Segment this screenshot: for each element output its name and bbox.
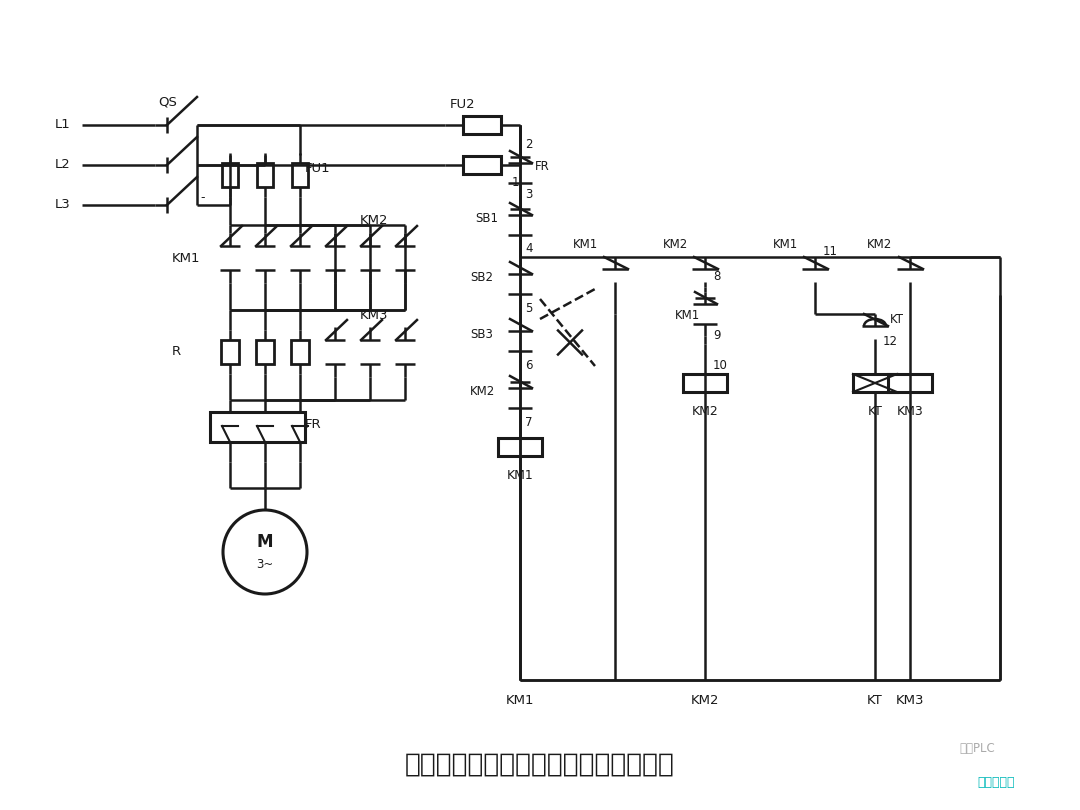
Text: KM1: KM1 bbox=[172, 251, 201, 265]
Text: FR: FR bbox=[535, 160, 550, 173]
Text: KM1: KM1 bbox=[507, 470, 534, 483]
Text: 自动秒链接: 自动秒链接 bbox=[977, 775, 1015, 788]
Bar bbox=[498, 438, 542, 456]
Bar bbox=[257, 163, 273, 187]
Bar bbox=[292, 163, 308, 187]
Text: QS: QS bbox=[158, 96, 177, 109]
Text: FU2: FU2 bbox=[450, 99, 475, 112]
Text: 11: 11 bbox=[823, 245, 838, 258]
Text: KT: KT bbox=[867, 693, 882, 706]
Text: FR: FR bbox=[305, 419, 322, 432]
Text: L1: L1 bbox=[55, 118, 71, 131]
Text: KM2: KM2 bbox=[470, 386, 496, 399]
Bar bbox=[888, 374, 932, 392]
Bar bbox=[221, 340, 239, 364]
Bar bbox=[222, 163, 238, 187]
Text: KM2: KM2 bbox=[662, 238, 688, 251]
Text: KT: KT bbox=[890, 313, 904, 326]
Text: KM3: KM3 bbox=[896, 406, 923, 419]
Text: R: R bbox=[172, 346, 181, 359]
Text: L3: L3 bbox=[55, 198, 71, 211]
Text: KM2: KM2 bbox=[867, 238, 893, 251]
Text: 8: 8 bbox=[713, 271, 720, 284]
Text: 6: 6 bbox=[525, 360, 532, 373]
Text: 7: 7 bbox=[525, 416, 532, 429]
Text: SB3: SB3 bbox=[470, 329, 492, 342]
Circle shape bbox=[222, 510, 307, 594]
Text: SB1: SB1 bbox=[475, 212, 498, 225]
Text: KM3: KM3 bbox=[360, 309, 389, 322]
Text: 3: 3 bbox=[525, 189, 532, 202]
Text: KM2: KM2 bbox=[691, 693, 719, 706]
Bar bbox=[210, 412, 305, 442]
Bar bbox=[256, 340, 274, 364]
Text: 2: 2 bbox=[525, 139, 532, 151]
Text: 12: 12 bbox=[883, 335, 897, 348]
Text: 1: 1 bbox=[512, 176, 519, 189]
Bar bbox=[463, 116, 501, 134]
Text: 4: 4 bbox=[525, 242, 532, 255]
Text: KM1: KM1 bbox=[675, 309, 700, 322]
Bar bbox=[683, 374, 727, 392]
Text: 5: 5 bbox=[525, 302, 532, 316]
Text: KM2: KM2 bbox=[691, 406, 718, 419]
Text: 9: 9 bbox=[713, 330, 720, 343]
Text: KM1: KM1 bbox=[572, 238, 597, 251]
Bar bbox=[853, 374, 897, 392]
Text: L2: L2 bbox=[55, 159, 71, 172]
Text: KM3: KM3 bbox=[895, 693, 924, 706]
Text: KM1: KM1 bbox=[772, 238, 798, 251]
Text: KM2: KM2 bbox=[360, 214, 389, 227]
Text: 3~: 3~ bbox=[256, 557, 273, 570]
Bar bbox=[463, 156, 501, 174]
Text: M: M bbox=[257, 533, 273, 551]
Text: KM1: KM1 bbox=[505, 693, 535, 706]
Bar bbox=[291, 340, 309, 364]
Text: 串电阻降压启动电动机正反转控制电路: 串电阻降压启动电动机正反转控制电路 bbox=[405, 752, 675, 778]
Text: 自动PLC: 自动PLC bbox=[959, 741, 995, 754]
Text: KT: KT bbox=[867, 406, 882, 419]
Text: -: - bbox=[200, 191, 204, 204]
Text: FU1: FU1 bbox=[305, 161, 330, 174]
Text: 10: 10 bbox=[713, 360, 728, 373]
Text: SB2: SB2 bbox=[470, 271, 492, 284]
